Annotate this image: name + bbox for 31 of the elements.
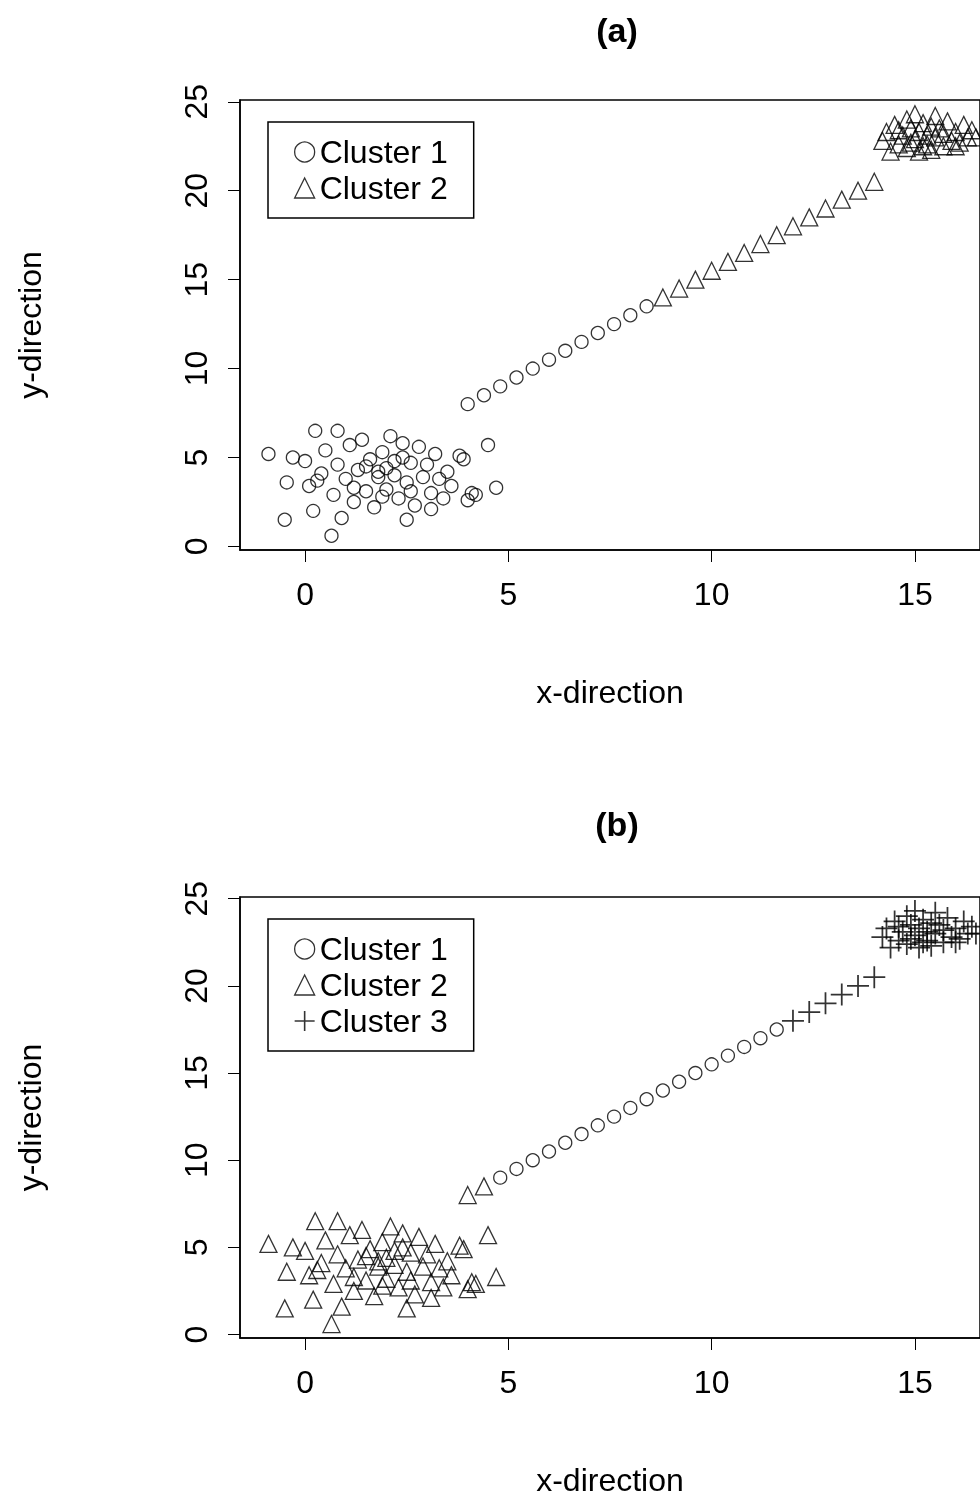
y-axis-title: y-direction <box>12 251 48 399</box>
x-tick-label: 0 <box>296 1364 314 1400</box>
y-tick-label: 20 <box>178 172 214 209</box>
x-tick-label: 5 <box>499 1364 518 1400</box>
x-tick-label: 10 <box>693 1364 730 1400</box>
x-tick-label: 5 <box>499 576 518 612</box>
y-tick-label: 0 <box>178 537 214 556</box>
x-tick-label: 0 <box>296 576 314 612</box>
legend-label: Cluster 2 <box>319 170 448 206</box>
y-tick-label: 25 <box>178 83 214 120</box>
legend-label: Cluster 3 <box>319 1003 448 1039</box>
y-tick-label: 5 <box>178 1238 214 1257</box>
chart-title: (a) <box>596 11 638 49</box>
y-axis-title: y-direction <box>12 1043 48 1192</box>
legend-label: Cluster 1 <box>319 931 448 967</box>
y-tick-label: 25 <box>178 880 214 917</box>
x-tick-label: 15 <box>897 576 933 612</box>
y-tick-label: 10 <box>178 1142 214 1178</box>
y-tick-label: 5 <box>178 448 214 467</box>
y-tick-label: 10 <box>178 350 214 387</box>
y-tick-label: 20 <box>178 968 214 1004</box>
y-tick-label: 0 <box>178 1325 214 1344</box>
x-axis-title: x-direction <box>536 674 684 710</box>
x-axis-title: x-direction <box>536 1462 684 1498</box>
x-tick-label: 15 <box>897 1364 933 1400</box>
legend-label: Cluster 1 <box>319 134 448 170</box>
y-tick-label: 15 <box>178 261 214 298</box>
y-tick-label: 15 <box>178 1055 214 1091</box>
x-tick-label: 10 <box>693 576 730 612</box>
legend-label: Cluster 2 <box>319 967 448 1003</box>
chart-title: (b) <box>595 805 639 843</box>
